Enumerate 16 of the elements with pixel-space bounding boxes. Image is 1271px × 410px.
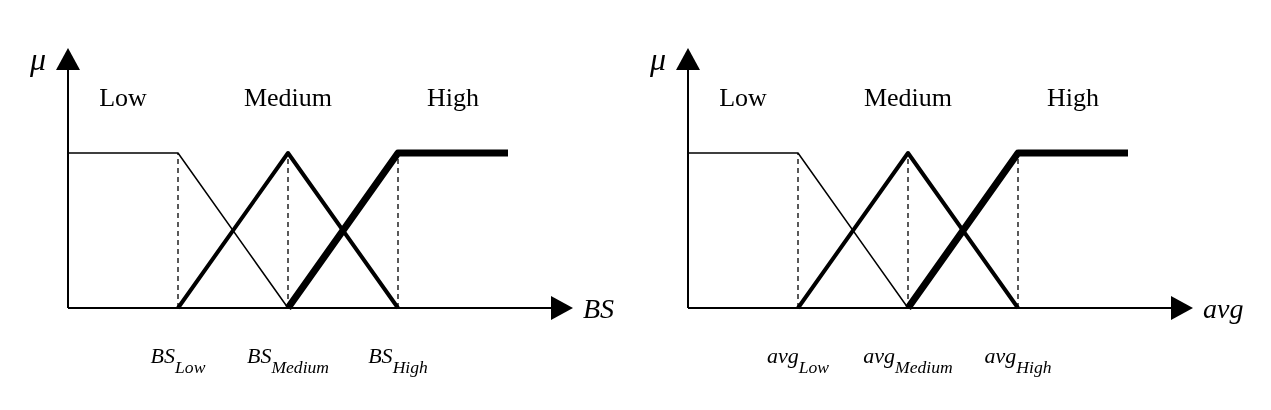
series-label: Low (719, 83, 768, 112)
x-tick-label: BS$_{High}$ (368, 343, 429, 377)
x-tick-label: BS$_{Low}$ (150, 343, 206, 377)
x-tick-label: avg$_{Low}$ (766, 343, 830, 377)
series-label: High (1047, 83, 1099, 112)
x-axis-title: BS (583, 293, 615, 324)
series-label: High (427, 83, 479, 112)
x-tick-label: avg$_{High}$ (984, 343, 1052, 377)
x-axis-title: avg (1203, 293, 1244, 324)
series-label: Low (99, 83, 148, 112)
x-tick-label: BS$_{Medium}$ (246, 343, 330, 377)
y-axis-title: μ (28, 41, 47, 77)
x-tick-label: avg$_{Medium}$ (863, 343, 953, 377)
text: Medium (243, 83, 333, 112)
y-axis-title: μ (648, 41, 667, 77)
text: Medium (863, 83, 953, 112)
